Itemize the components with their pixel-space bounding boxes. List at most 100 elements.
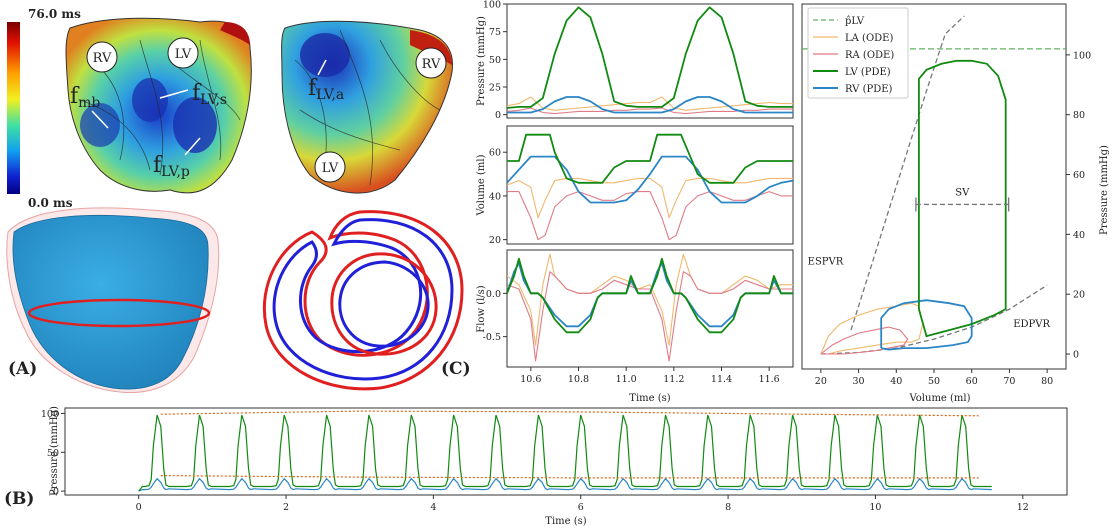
long-trace-xaxis-label: Time (s) — [545, 516, 586, 527]
heart-label-lv-left: LV — [175, 47, 192, 62]
long-pressure-trace-plot: Pressure (mmHg) Time (s) 0 50 100 0 2 4 6 8 10 12 — [41, 406, 1068, 527]
pv-legend: p̂LV LA (ODE) RA (ODE) LV (PDE) RV (PDE) — [807, 7, 909, 99]
y-tick-label: 40 — [1073, 230, 1085, 241]
y-tick-label: 20 — [489, 235, 501, 246]
x-tick-label: 10 — [869, 502, 881, 513]
edpvr-line — [820, 284, 1048, 355]
pv-xaxis-label: Volume (ml) — [908, 393, 970, 404]
y-tick-label: 0 — [53, 487, 59, 498]
panel-a-label: (A) — [8, 359, 37, 379]
y-tick-label: 100 — [41, 409, 59, 420]
pv-yaxis-label: Pressure (mmHg) — [1099, 145, 1110, 235]
x-tick-label: 11.6 — [759, 374, 780, 385]
colorbar-min-label: 0.0 ms — [28, 196, 73, 210]
annotation-fmb: fmb — [70, 84, 100, 111]
y-tick-label: 60 — [1073, 170, 1085, 181]
pv-loop-lv — [918, 59, 1007, 338]
y-tick-label: 50 — [489, 55, 501, 66]
long-trace-lv — [138, 414, 992, 492]
edpvr-label: EDPVR — [1013, 319, 1050, 330]
y-tick-label: 0 — [495, 110, 501, 121]
colorbar-max-label: 76.0 ms — [28, 7, 81, 21]
x-tick-label: 4 — [430, 502, 436, 513]
pv-loop-plot: Volume (ml) Pressure (mmHg) 0 20 40 60 80 100… — [801, 3, 1110, 404]
envelope-line — [160, 410, 979, 417]
series-line-la — [507, 96, 793, 111]
annotation-flvs: fLV,s — [192, 81, 227, 108]
y-tick-label: 0.0 — [486, 289, 501, 300]
cross-section-rings — [262, 210, 464, 391]
y-tick-label: 60 — [489, 148, 501, 159]
y-tick-label: 20 — [1073, 290, 1085, 301]
pv-loop-ra — [820, 326, 909, 355]
y-tick-label: -0.5 — [483, 332, 501, 343]
series-line-lv — [507, 6, 793, 109]
x-tick-label: 80 — [1041, 376, 1053, 387]
sv-label: SV — [955, 187, 970, 198]
y-tick-label: 40 — [489, 191, 501, 202]
flow-axis-label: Flow (l/s) — [476, 285, 487, 332]
x-tick-label: 40 — [890, 376, 902, 387]
x-tick-label: 8 — [725, 502, 731, 513]
long-trace-yaxis-label: Pressure (mmHg) — [49, 406, 60, 496]
x-tick-label: 10.8 — [568, 374, 589, 385]
x-tick-label: 20 — [815, 376, 827, 387]
y-tick-label: 80 — [1073, 110, 1085, 121]
x-tick-label: 60 — [966, 376, 978, 387]
series-line-lv — [507, 257, 793, 334]
x-tick-label: 10.6 — [520, 374, 541, 385]
x-tick-label: 30 — [853, 376, 865, 387]
heart-label-rv-right: RV — [422, 57, 441, 72]
heart-label-rv-left: RV — [93, 51, 112, 66]
flow-timeseries-plot: Flow (l/s) Time (s) -0.5 0.0 10.6 10.8 11.0 1… — [476, 249, 794, 404]
activation-map-anterior: RV LV fmb fLV,s fLV,p — [65, 17, 252, 194]
x-tick-label: 0 — [136, 502, 142, 513]
legend-label: p̂LV — [845, 16, 865, 27]
series-line-la — [507, 253, 793, 346]
x-tick-label: 11.2 — [663, 374, 684, 385]
colorbar: 76.0 ms 0.0 ms — [7, 7, 81, 210]
volume-timeseries-plot: Volume (ml) 20 40 60 — [476, 125, 794, 246]
activation-map-posterior: RV LV fLV,a — [281, 20, 454, 194]
series-line-ra — [507, 191, 793, 241]
legend-label: RV (PDE) — [845, 84, 893, 95]
legend-frame — [807, 7, 909, 99]
y-tick-label: 0 — [1073, 350, 1079, 361]
x-tick-label: 70 — [1003, 376, 1015, 387]
annotation-flvp: fLV,p — [153, 153, 190, 180]
y-tick-label: 75 — [489, 27, 501, 38]
pressure-timeseries-plot: Pressure (mmHg) 0 25 50 75 100 — [476, 0, 794, 121]
pv-loop-la — [820, 302, 924, 355]
series-line-rv — [507, 96, 793, 114]
espvr-label: ESPVR — [808, 256, 844, 267]
heart-mesh-3d — [6, 207, 220, 394]
x-tick-label: 11.0 — [616, 374, 637, 385]
series-line-ra — [507, 271, 793, 362]
x-tick-label: 2 — [283, 502, 289, 513]
y-tick-label: 100 — [483, 0, 501, 11]
heart-label-lv-right: LV — [322, 161, 339, 176]
x-tick-label: 50 — [928, 376, 940, 387]
series-line-lv — [507, 133, 793, 184]
legend-label: LV (PDE) — [845, 67, 891, 78]
legend-label: RA (ODE) — [845, 50, 894, 61]
colorbar-gradient — [7, 22, 20, 194]
series-line-ra — [507, 107, 793, 115]
y-tick-label: 25 — [489, 83, 501, 94]
envelope-line — [160, 475, 979, 479]
pressure-axis-label: Pressure (mmHg) — [476, 16, 487, 106]
x-tick-label: 11.4 — [711, 374, 732, 385]
volume-axis-label: Volume (ml) — [476, 154, 487, 216]
series-line-la — [507, 177, 793, 219]
y-tick-label: 50 — [47, 448, 59, 459]
y-tick-label: 100 — [1073, 50, 1091, 61]
series-line-rv — [507, 155, 793, 204]
x-tick-label: 6 — [578, 502, 584, 513]
panel-c-label: (C) — [441, 359, 471, 379]
panel-b-label: (B) — [4, 489, 34, 509]
long-trace-rv — [138, 477, 992, 492]
annotation-flva: fLV,a — [308, 76, 344, 103]
legend-label: LA (ODE) — [845, 33, 893, 44]
time-axis-label-c: Time (s) — [629, 393, 670, 404]
